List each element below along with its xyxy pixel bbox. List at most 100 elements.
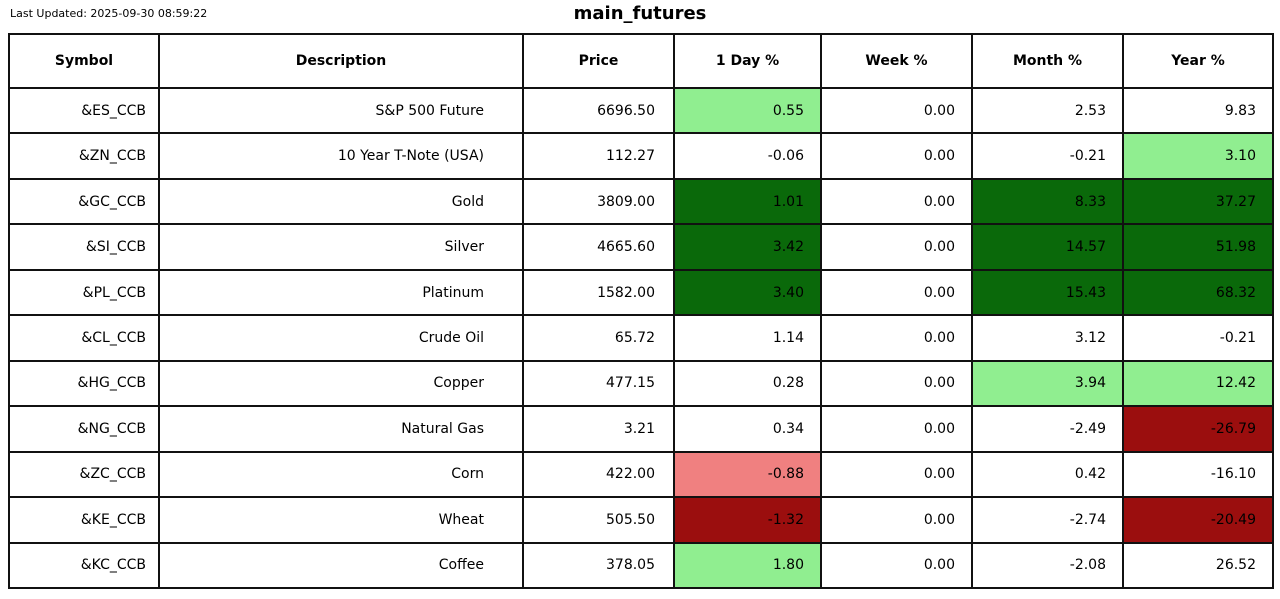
cell-week-pct: 0.00 <box>820 314 973 362</box>
cell-price: 65.72 <box>522 314 675 362</box>
futures-table: Symbol Description Price 1 Day % Week % … <box>8 33 1274 590</box>
futures-table-header: Symbol Description Price 1 Day % Week % … <box>8 33 1274 89</box>
col-header-month-pct: Month % <box>971 33 1124 89</box>
cell-description: Wheat <box>158 496 524 544</box>
cell-price: 112.27 <box>522 132 675 180</box>
table-row: &CL_CCB Crude Oil 65.72 1.14 0.00 3.12 -… <box>8 314 1274 362</box>
cell-month-pct: 14.57 <box>971 223 1124 271</box>
cell-symbol: &KE_CCB <box>8 496 160 544</box>
table-row: &GC_CCB Gold 3809.00 1.01 0.00 8.33 37.2… <box>8 177 1274 226</box>
cell-symbol: &PL_CCB <box>8 268 160 317</box>
cell-year-pct: -0.21 <box>1122 314 1274 362</box>
cell-month-pct: -2.08 <box>971 541 1124 590</box>
cell-month-pct: 8.33 <box>971 177 1124 226</box>
cell-symbol: &KC_CCB <box>8 541 160 590</box>
cell-day-pct: 0.34 <box>673 405 822 453</box>
cell-day-pct: 3.40 <box>673 268 822 317</box>
cell-symbol: &ZC_CCB <box>8 450 160 499</box>
cell-month-pct: 2.53 <box>971 86 1124 135</box>
cell-price: 505.50 <box>522 496 675 544</box>
cell-year-pct: -26.79 <box>1122 405 1274 453</box>
last-updated-label: Last Updated: 2025-09-30 08:59:22 <box>10 7 208 20</box>
cell-description: Crude Oil <box>158 314 524 362</box>
table-row: &ZC_CCB Corn 422.00 -0.88 0.00 0.42 -16.… <box>8 450 1274 499</box>
cell-symbol: &NG_CCB <box>8 405 160 453</box>
cell-day-pct: 0.55 <box>673 86 822 135</box>
cell-description: S&P 500 Future <box>158 86 524 135</box>
cell-month-pct: 3.94 <box>971 359 1124 408</box>
cell-price: 1582.00 <box>522 268 675 317</box>
cell-year-pct: 26.52 <box>1122 541 1274 590</box>
col-header-day-pct: 1 Day % <box>673 33 822 89</box>
cell-day-pct: 3.42 <box>673 223 822 271</box>
cell-description: Coffee <box>158 541 524 590</box>
cell-price: 477.15 <box>522 359 675 408</box>
cell-price: 4665.60 <box>522 223 675 271</box>
table-row: &KE_CCB Wheat 505.50 -1.32 0.00 -2.74 -2… <box>8 496 1274 544</box>
cell-week-pct: 0.00 <box>820 268 973 317</box>
cell-month-pct: -0.21 <box>971 132 1124 180</box>
cell-week-pct: 0.00 <box>820 541 973 590</box>
cell-description: Copper <box>158 359 524 408</box>
cell-day-pct: 0.28 <box>673 359 822 408</box>
cell-year-pct: 68.32 <box>1122 268 1274 317</box>
cell-price: 378.05 <box>522 541 675 590</box>
cell-day-pct: 1.80 <box>673 541 822 590</box>
cell-description: Gold <box>158 177 524 226</box>
col-header-year-pct: Year % <box>1122 33 1274 89</box>
table-row: &PL_CCB Platinum 1582.00 3.40 0.00 15.43… <box>8 268 1274 317</box>
cell-year-pct: 37.27 <box>1122 177 1274 226</box>
cell-symbol: &SI_CCB <box>8 223 160 271</box>
cell-year-pct: -16.10 <box>1122 450 1274 499</box>
cell-year-pct: 9.83 <box>1122 86 1274 135</box>
cell-month-pct: -2.74 <box>971 496 1124 544</box>
cell-month-pct: 0.42 <box>971 450 1124 499</box>
table-row: &NG_CCB Natural Gas 3.21 0.34 0.00 -2.49… <box>8 405 1274 453</box>
page-title: main_futures <box>573 3 707 24</box>
cell-description: Silver <box>158 223 524 271</box>
cell-year-pct: 3.10 <box>1122 132 1274 180</box>
cell-week-pct: 0.00 <box>820 496 973 544</box>
cell-year-pct: -20.49 <box>1122 496 1274 544</box>
cell-day-pct: -0.88 <box>673 450 822 499</box>
cell-month-pct: -2.49 <box>971 405 1124 453</box>
cell-month-pct: 15.43 <box>971 268 1124 317</box>
table-row: &HG_CCB Copper 477.15 0.28 0.00 3.94 12.… <box>8 359 1274 408</box>
cell-description: Corn <box>158 450 524 499</box>
cell-price: 422.00 <box>522 450 675 499</box>
cell-day-pct: 1.01 <box>673 177 822 226</box>
cell-week-pct: 0.00 <box>820 132 973 180</box>
cell-day-pct: 1.14 <box>673 314 822 362</box>
cell-week-pct: 0.00 <box>820 359 973 408</box>
futures-table-body: &ES_CCB S&P 500 Future 6696.50 0.55 0.00… <box>8 86 1274 590</box>
cell-description: 10 Year T-Note (USA) <box>158 132 524 180</box>
cell-year-pct: 51.98 <box>1122 223 1274 271</box>
table-row: &KC_CCB Coffee 378.05 1.80 0.00 -2.08 26… <box>8 541 1274 590</box>
cell-month-pct: 3.12 <box>971 314 1124 362</box>
cell-day-pct: -1.32 <box>673 496 822 544</box>
col-header-symbol: Symbol <box>8 33 160 89</box>
cell-description: Natural Gas <box>158 405 524 453</box>
cell-week-pct: 0.00 <box>820 86 973 135</box>
col-header-description: Description <box>158 33 524 89</box>
cell-week-pct: 0.00 <box>820 223 973 271</box>
cell-week-pct: 0.00 <box>820 405 973 453</box>
cell-symbol: &GC_CCB <box>8 177 160 226</box>
table-row: &ZN_CCB 10 Year T-Note (USA) 112.27 -0.0… <box>8 132 1274 180</box>
col-header-week-pct: Week % <box>820 33 973 89</box>
cell-week-pct: 0.00 <box>820 450 973 499</box>
table-row: &SI_CCB Silver 4665.60 3.42 0.00 14.57 5… <box>8 223 1274 271</box>
header-row: Symbol Description Price 1 Day % Week % … <box>8 33 1274 89</box>
cell-price: 6696.50 <box>522 86 675 135</box>
cell-price: 3809.00 <box>522 177 675 226</box>
col-header-price: Price <box>522 33 675 89</box>
cell-price: 3.21 <box>522 405 675 453</box>
cell-description: Platinum <box>158 268 524 317</box>
cell-year-pct: 12.42 <box>1122 359 1274 408</box>
cell-day-pct: -0.06 <box>673 132 822 180</box>
cell-week-pct: 0.00 <box>820 177 973 226</box>
cell-symbol: &HG_CCB <box>8 359 160 408</box>
cell-symbol: &ZN_CCB <box>8 132 160 180</box>
cell-symbol: &ES_CCB <box>8 86 160 135</box>
